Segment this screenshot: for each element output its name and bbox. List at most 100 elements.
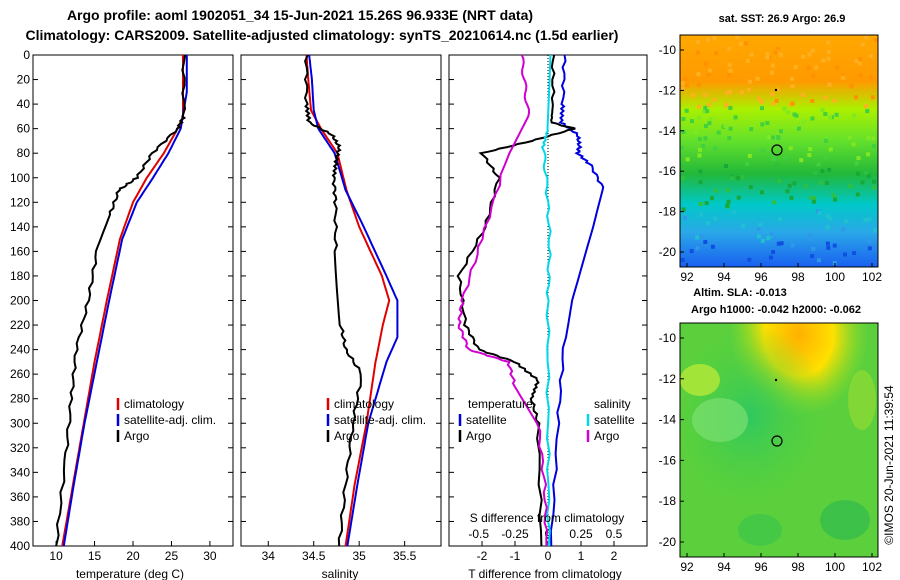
x-tick-label: 2 bbox=[611, 549, 618, 563]
sst-pixel bbox=[856, 156, 861, 161]
y-tick-label: 240 bbox=[10, 343, 30, 357]
sst-pixel bbox=[710, 244, 715, 249]
sst-pixel bbox=[867, 238, 872, 243]
sst-pixel bbox=[820, 107, 825, 112]
sst-pixel bbox=[696, 72, 701, 77]
temperature-xlabel: temperature (deg C) bbox=[76, 567, 184, 580]
sst-pixel bbox=[723, 123, 728, 128]
sst-pixel bbox=[828, 147, 833, 152]
sst-pixel bbox=[834, 112, 839, 117]
top-tick-label: 0.5 bbox=[606, 527, 623, 541]
sst-pixel bbox=[706, 72, 711, 77]
sst-pixel bbox=[809, 195, 814, 200]
sst-pixel bbox=[770, 92, 775, 97]
sla-blob bbox=[680, 364, 720, 396]
series-line-argo bbox=[55, 54, 187, 547]
salinity-panel: 34 34.5 35 35.5 bbox=[240, 54, 442, 563]
sst-pixel bbox=[698, 147, 702, 152]
sst-pixel bbox=[681, 207, 686, 212]
sst-pixel bbox=[699, 212, 704, 217]
sst-pixel bbox=[790, 101, 795, 106]
sst-pixel bbox=[680, 146, 684, 151]
sst-pixel bbox=[858, 57, 863, 61]
sst-pixel bbox=[703, 136, 708, 141]
y-tick-label: 340 bbox=[10, 465, 30, 479]
sst-pixel bbox=[697, 137, 702, 141]
sst-pixel bbox=[790, 84, 795, 89]
y-tick-label: 260 bbox=[10, 367, 30, 381]
sst-pixel bbox=[841, 73, 846, 78]
y-tick-label: 220 bbox=[10, 318, 30, 332]
sst-pixel bbox=[696, 83, 701, 87]
series-line-satellite-adj-clim- bbox=[62, 55, 188, 547]
sst-pixel bbox=[760, 190, 764, 195]
sst-pixel bbox=[758, 222, 763, 227]
sst-texture bbox=[680, 35, 878, 265]
sst-pixel bbox=[799, 158, 804, 163]
sst-pixel bbox=[827, 167, 832, 172]
legend-label-argo: Argo bbox=[124, 429, 150, 443]
sst-pixel bbox=[693, 130, 698, 135]
plot-frame bbox=[240, 54, 442, 547]
sst-pixel bbox=[773, 50, 778, 55]
sst-pixel bbox=[698, 180, 703, 185]
sst-pixel bbox=[823, 139, 828, 143]
sst-pixel bbox=[735, 35, 740, 39]
sst-pixel bbox=[816, 258, 821, 263]
sst-pixel bbox=[826, 40, 831, 45]
sst-pixel bbox=[847, 135, 852, 140]
sst-pixel bbox=[707, 121, 712, 126]
difference-legend: temperature satellite Argo salinity sate… bbox=[458, 397, 635, 443]
sst-pixel bbox=[826, 56, 831, 61]
map-y-tick-label: -12 bbox=[659, 372, 677, 386]
sst-pixel bbox=[703, 92, 708, 97]
series-line-argo bbox=[303, 54, 362, 547]
sst-map bbox=[679, 34, 879, 268]
sst-pixel bbox=[826, 245, 831, 250]
sst-pixel bbox=[768, 255, 773, 260]
sst-pixel bbox=[739, 41, 743, 46]
sst-pixel bbox=[769, 232, 774, 237]
sst-pixel bbox=[705, 37, 710, 42]
sst-pixel bbox=[732, 209, 737, 214]
legend-title-temperature: temperature bbox=[468, 397, 533, 411]
sst-pixel bbox=[831, 193, 836, 197]
sst-pixel bbox=[792, 112, 797, 117]
sst-pixel bbox=[873, 228, 877, 233]
sst-pixel bbox=[777, 179, 782, 184]
sst-pixel bbox=[724, 103, 729, 108]
legend-label-climatology: climatology bbox=[334, 397, 394, 411]
sst-pixel bbox=[728, 126, 733, 131]
sst-pixel bbox=[766, 236, 771, 241]
sst-pixel bbox=[825, 241, 830, 246]
sst-pixel bbox=[712, 97, 717, 102]
sst-pixel bbox=[819, 180, 824, 185]
series-line-salinity-argo bbox=[457, 54, 549, 547]
sst-pixel bbox=[832, 98, 837, 103]
sst-pixel bbox=[683, 76, 688, 81]
sst-pixel bbox=[823, 112, 828, 116]
legend-label-satellite: satellite-adj. clim. bbox=[124, 413, 216, 427]
map-x-tick-label: 92 bbox=[680, 560, 694, 574]
top-tick-label: -0.5 bbox=[468, 527, 489, 541]
sst-pixel bbox=[714, 51, 719, 56]
sst-pixel bbox=[828, 216, 833, 221]
map-y-tick-label: -10 bbox=[659, 331, 677, 345]
series-line-temperature-argo bbox=[456, 54, 576, 547]
sst-pixel bbox=[710, 196, 714, 201]
sst-pixel bbox=[825, 213, 830, 218]
sst-pixel bbox=[869, 75, 874, 80]
sst-pixel bbox=[802, 119, 807, 124]
sst-pixel bbox=[691, 93, 695, 98]
x-tick-label: 34 bbox=[262, 549, 276, 563]
sst-pixel bbox=[747, 79, 752, 84]
map-y-tick-label: -14 bbox=[659, 124, 677, 138]
x-tick-label: 30 bbox=[203, 549, 217, 563]
sst-pixel bbox=[810, 254, 815, 259]
series-line-satellite-adj-clim- bbox=[308, 54, 399, 547]
map-y-tick-label: -20 bbox=[659, 245, 677, 259]
sst-pixel bbox=[814, 65, 819, 70]
sst-pixel bbox=[749, 127, 754, 132]
sst-pixel bbox=[685, 157, 690, 162]
sst-pixel bbox=[727, 72, 732, 77]
